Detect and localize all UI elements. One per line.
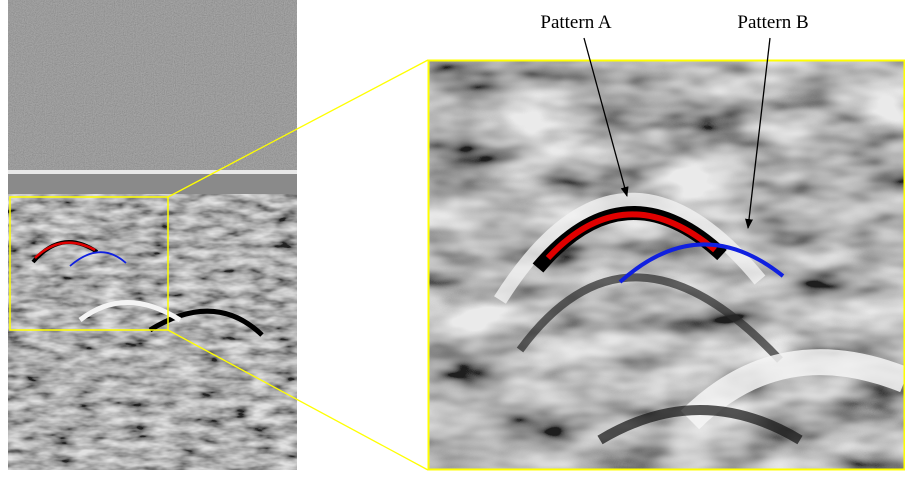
page: Pattern A Pattern B (() => { const data … (0, 0, 905, 479)
figure: Pattern A Pattern B (0, 0, 905, 479)
noise-region (8, 0, 297, 170)
pattern-b-label: Pattern B (737, 12, 808, 33)
surface-line (8, 170, 297, 174)
pattern-a-label: Pattern A (540, 12, 612, 33)
zoomed-view (428, 60, 905, 470)
subsurface-region (8, 194, 297, 470)
radargram (8, 0, 297, 470)
